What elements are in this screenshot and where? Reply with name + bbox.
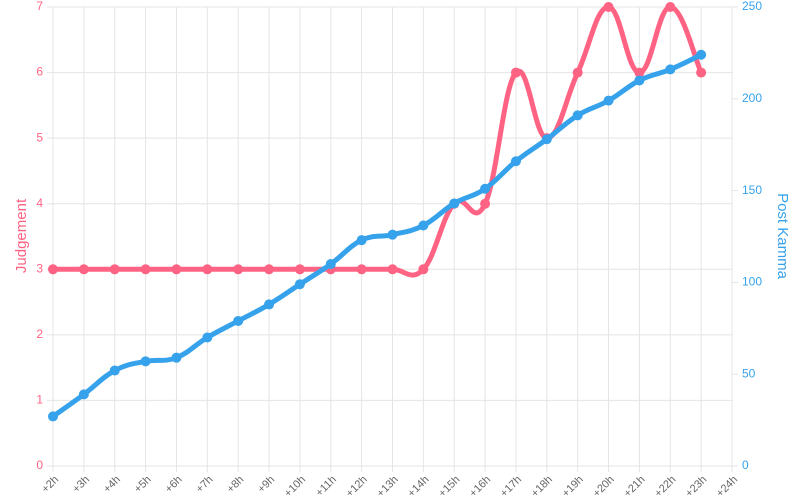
data-point [696,67,707,78]
data-point [325,259,336,270]
data-point [140,264,151,275]
data-point [202,264,213,275]
data-point [572,67,583,78]
y-axis-title: Judgement [13,198,30,273]
x-tick-label: +18h [529,474,555,500]
x-tick-label: +15h [436,474,462,500]
y-tick-label: 4 [36,196,43,210]
series-line [51,52,703,419]
data-point [48,411,58,422]
data-point [480,198,491,209]
data-point [449,198,460,209]
x-tick-label: +5h [132,474,154,496]
x-tick-label: +17h [498,474,524,500]
y-tick-label: 1 [36,393,43,407]
x-tick-label: +22h [652,474,678,500]
data-point [356,235,367,246]
x-tick-label: +12h [344,474,370,500]
y2-axis-title: Post Kamma [774,193,791,280]
x-tick-label: +14h [406,474,432,500]
data-point [541,134,552,145]
data-point [78,264,89,275]
x-tick-label: +16h [467,474,493,500]
data-point [78,389,89,400]
data-point [233,315,244,326]
data-point [634,75,645,86]
y-tick-label: 7 [36,0,43,13]
data-point [202,332,213,343]
data-point [418,264,429,275]
data-point [634,67,645,78]
data-point [510,67,521,78]
data-point [233,264,244,275]
x-tick-label: +11h [314,474,339,499]
data-point [140,356,151,367]
x-tick-label: +6h [163,474,185,496]
data-point [356,264,367,275]
data-point [418,220,429,231]
y2-tick-label: 200 [742,91,762,105]
data-point [171,264,182,275]
y2-tick-label: 50 [742,366,756,380]
data-point [696,49,707,60]
data-point [109,365,120,376]
x-tick-label: +3h [70,474,92,496]
data-point [48,264,58,275]
y2-tick-label: 150 [742,183,762,197]
x-tick-label: +13h [375,474,401,500]
x-tick-label: +8h [225,474,247,496]
y2-tick-label: 100 [742,275,762,289]
x-tick-label: +9h [256,474,278,496]
data-point [665,64,676,75]
data-point [264,264,275,275]
data-point [387,264,398,275]
x-tick-label: +4h [101,474,123,496]
x-tick-label: +20h [591,474,617,500]
y-tick-label: 6 [36,65,43,79]
x-tick-label: +2h [39,474,61,496]
data-point [480,183,491,194]
y-tick-label: 0 [36,458,43,472]
y-tick-label: 2 [36,327,43,341]
data-point [603,2,614,12]
data-point [171,352,182,363]
y2-tick-label: 250 [742,0,762,13]
x-tick-label: +23h [683,474,709,500]
data-point [294,279,305,290]
data-point [109,264,120,275]
y-tick-label: 5 [36,130,43,144]
data-point [264,299,275,310]
x-tick-label: +7h [194,474,216,496]
data-point [294,264,305,275]
y2-tick-label: 0 [742,458,749,472]
data-point [387,229,398,240]
x-tick-label: +21h [622,474,648,500]
data-point [603,95,614,106]
data-point [510,156,521,167]
x-tick-label: +24h [714,474,740,500]
x-tick-label: +19h [560,474,586,500]
data-point [665,2,676,12]
x-tick-label: +10h [282,474,308,500]
data-point [572,110,583,121]
y-tick-label: 3 [36,261,43,275]
